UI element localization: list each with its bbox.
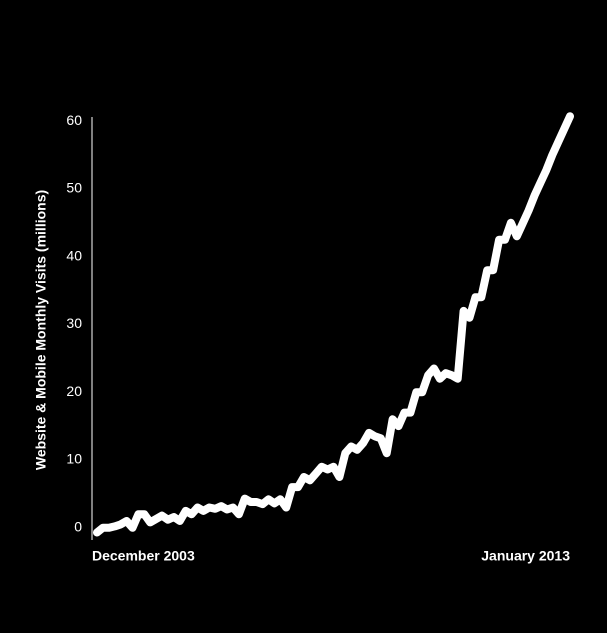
data-line — [93, 112, 574, 537]
x-tick-label: December 2003 — [92, 548, 195, 564]
y-tick-label: 10 — [66, 451, 82, 467]
y-tick-label: 40 — [66, 247, 82, 263]
x-tick-label: January 2013 — [481, 548, 570, 564]
y-tick-label: 0 — [74, 519, 82, 535]
y-tick-label: 50 — [66, 180, 82, 196]
y-tick-label: 30 — [66, 315, 82, 331]
y-tick-label: 60 — [66, 112, 82, 128]
y-tick-label: 20 — [66, 383, 82, 399]
y-axis-label: Website & Mobile Monthly Visits (million… — [33, 190, 49, 470]
